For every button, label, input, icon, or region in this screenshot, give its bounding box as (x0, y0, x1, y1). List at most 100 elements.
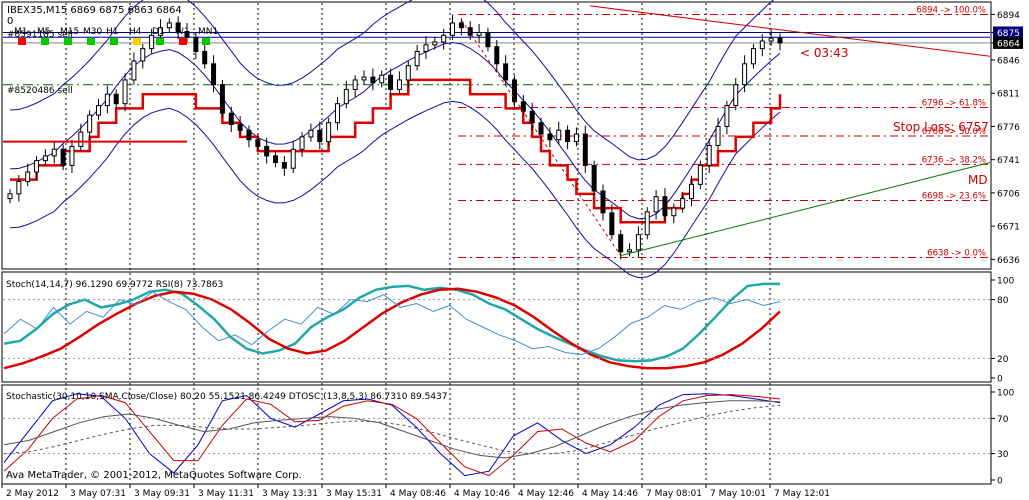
candle-body (175, 22, 181, 33)
time-tick-label: 2 May 2012 (6, 489, 59, 499)
candle-body (485, 31, 491, 48)
candle-body (742, 63, 748, 86)
timeframe-status-square (110, 38, 118, 45)
candle-body (573, 133, 579, 143)
candle-body (591, 164, 597, 192)
candle-body (281, 162, 287, 169)
dtosc-tick-label: 100 (997, 389, 1014, 399)
candle-body (450, 22, 456, 36)
timeframe-label: M1 (14, 27, 28, 37)
candle-body (308, 129, 314, 138)
lower-band (9, 100, 781, 279)
candle-body (51, 148, 57, 157)
timeframe-label: H1 (106, 27, 119, 37)
time-tick-label: 3 May 09:31 (134, 489, 190, 499)
zero-label: 0 (7, 16, 13, 27)
downtrend-line (589, 5, 991, 57)
stoch-tick-label: 80 (997, 296, 1009, 306)
candle-body (16, 181, 22, 195)
timeframe-status-square (87, 38, 95, 45)
candle-body (724, 105, 730, 127)
price-tick-label: 6811 (997, 90, 1020, 100)
candle-body (467, 27, 473, 36)
countdown-timer: < 03:43 (800, 46, 848, 60)
price-tick-label: 6894 (997, 11, 1020, 21)
candle-body (600, 190, 606, 214)
candle-body (405, 65, 411, 81)
candle-body (653, 196, 659, 213)
uptrend-line (620, 162, 991, 257)
candle-body (423, 44, 429, 52)
time-tick-label: 3 May 15:31 (326, 489, 382, 499)
stop-loss-label: Stop Loss: 6757 (893, 120, 989, 134)
timeframe-status-square (202, 38, 210, 45)
candle-body (388, 74, 394, 90)
candle-body (715, 125, 721, 146)
trade-label-sell: #8520486 sell (7, 86, 73, 96)
candle-body (290, 148, 296, 169)
dtosc-pane-title: Stochastic(30,10,10,SMA,Close/Close) 80.… (6, 392, 448, 402)
fib-level-label: 6698 -> 23.6% (922, 192, 986, 202)
timeframe-status-square (133, 38, 141, 45)
price-tick-label: 6741 (997, 156, 1020, 166)
price-tick-label: 6846 (997, 57, 1020, 67)
candle-body (538, 122, 544, 135)
time-tick-label: 7 May 08:01 (646, 489, 702, 499)
candle-body (777, 37, 783, 44)
dtosc-series-line (3, 404, 781, 455)
candle-body (494, 46, 500, 65)
fib-level-label: 6894 -> 100.0% (916, 5, 986, 15)
trade-label-buy: #8591185 sell (7, 30, 73, 40)
candle-body (246, 129, 252, 141)
candle-body (87, 114, 93, 133)
candle-body (396, 79, 402, 90)
candle-body (458, 22, 464, 29)
timeframe-label: M30 (83, 27, 102, 37)
candle-body (529, 110, 535, 124)
price-tick-label: 6864 (997, 39, 1020, 49)
candle-body (671, 207, 677, 217)
timeframe-status-square (156, 38, 164, 45)
timeframe-indicator-row: M1 M5 M15 M30 H1 H4 D1 W1 MN1 (14, 27, 218, 45)
candle-body (255, 139, 261, 147)
candle-body (140, 48, 146, 62)
candle-body (565, 129, 571, 143)
dtosc-series-line (3, 393, 781, 477)
candle-body (759, 40, 765, 50)
timeframe-label: M15 (60, 27, 79, 37)
time-tick-label: 4 May 08:46 (390, 489, 446, 499)
timeframe-label: H4 (129, 27, 142, 37)
dtosc-tick-label: 0 (997, 477, 1003, 487)
time-tick-label: 4 May 12:46 (518, 489, 574, 499)
candle-body (582, 133, 588, 166)
fib-level-label: 6736 -> 38.2% (922, 155, 986, 165)
fib-anchor-line (460, 19, 622, 256)
candle-body (219, 84, 225, 114)
candle-body (476, 31, 482, 36)
candle-body (193, 36, 199, 52)
candle-body (326, 122, 332, 143)
price-tick-label: 6776 (997, 123, 1020, 133)
timeframe-label: D1 (152, 27, 165, 37)
dtosc-tick-label: 30 (997, 450, 1009, 460)
copyright-text: Ava MetaTrader, © 2001-2012, MetaQuotes … (6, 470, 302, 481)
candle-body (750, 48, 756, 65)
candle-body (644, 211, 650, 236)
candle-body (113, 93, 119, 105)
candle-body (556, 129, 562, 141)
time-tick-label: 7 May 12:01 (774, 489, 830, 499)
candle-body (361, 76, 367, 81)
time-tick-label: 3 May 11:31 (198, 489, 254, 499)
candle-body (609, 212, 615, 236)
candle-body (122, 79, 128, 105)
overlay-lines (3, 5, 991, 257)
candle-body (25, 171, 31, 183)
stoch-tick-label: 0 (997, 375, 1003, 385)
candle-body (7, 193, 13, 200)
candle-body (299, 136, 305, 150)
time-tick-label: 4 May 10:46 (454, 489, 510, 499)
candle-body (768, 37, 774, 42)
stoch-tick-label: 100 (997, 277, 1014, 287)
candle-body (432, 41, 438, 46)
price-tick-label: 6671 (997, 223, 1020, 233)
